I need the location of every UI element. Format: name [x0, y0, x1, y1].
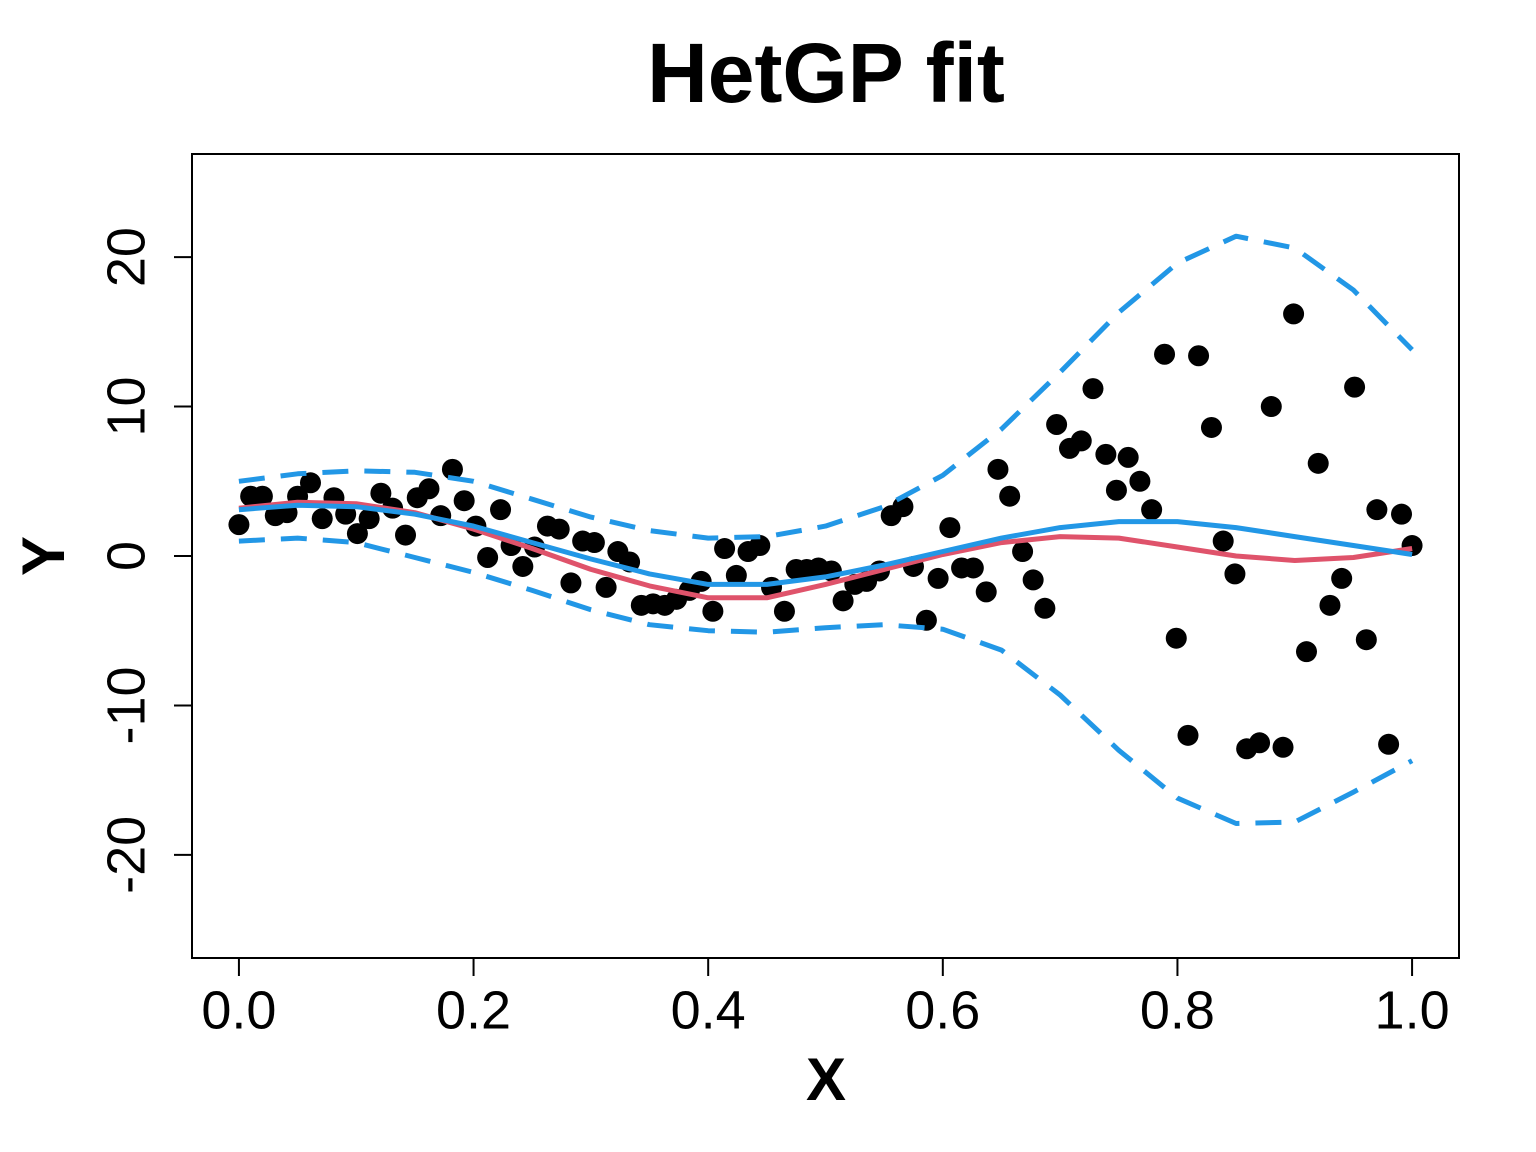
data-point — [395, 524, 417, 546]
data-point — [595, 576, 617, 598]
y-tick-label: -20 — [96, 816, 156, 894]
data-point — [1188, 345, 1210, 367]
data-point — [453, 490, 475, 512]
data-point — [560, 572, 582, 594]
data-point — [1344, 376, 1366, 398]
data-point — [1355, 629, 1377, 651]
y-tick-label: 20 — [96, 227, 156, 287]
data-point — [1331, 567, 1353, 589]
data-point — [1295, 641, 1317, 663]
y-axis-title: Y — [10, 536, 77, 576]
x-tick-label: 0.4 — [671, 980, 746, 1040]
data-point — [832, 590, 854, 612]
data-point — [1283, 303, 1305, 325]
data-point — [1177, 724, 1199, 746]
data-point — [962, 557, 984, 579]
data-point — [1141, 499, 1163, 521]
x-tick-label: 0.6 — [905, 980, 980, 1040]
data-point — [927, 567, 949, 589]
data-point — [346, 523, 368, 545]
y-tick-label: -10 — [96, 666, 156, 744]
data-point — [477, 546, 499, 568]
data-point — [1165, 627, 1187, 649]
data-point — [1272, 736, 1294, 758]
data-point — [1319, 594, 1341, 616]
x-tick-label: 1.0 — [1375, 980, 1450, 1040]
data-point — [441, 458, 463, 480]
data-point — [311, 508, 333, 530]
x-axis-title: X — [806, 1046, 846, 1113]
data-point — [1307, 452, 1329, 474]
data-point — [975, 581, 997, 603]
data-point — [1366, 499, 1388, 521]
data-point — [583, 532, 605, 554]
data-point — [1154, 343, 1176, 365]
data-point — [512, 555, 534, 577]
data-point — [1249, 732, 1271, 754]
data-point — [1212, 530, 1234, 552]
data-point — [370, 482, 392, 504]
data-point — [1378, 733, 1400, 755]
data-point — [418, 478, 440, 500]
dashed-line — [238, 233, 1414, 541]
data-point — [1082, 378, 1104, 400]
data-point — [251, 485, 273, 507]
data-point — [987, 458, 1009, 480]
data-point — [702, 600, 724, 622]
x-tick-label: 0.2 — [436, 980, 511, 1040]
data-point — [1022, 569, 1044, 591]
data-point — [725, 564, 747, 586]
data-point — [1200, 416, 1222, 438]
data-point — [358, 508, 380, 530]
x-tick-label: 0.8 — [1140, 980, 1215, 1040]
data-point — [773, 600, 795, 622]
chart-title: HetGP fit — [647, 26, 1005, 120]
x-tick-label: 0.0 — [201, 980, 276, 1040]
data-point — [1012, 541, 1034, 563]
data-point — [490, 499, 512, 521]
dashed-line — [238, 535, 1414, 826]
data-point — [1117, 446, 1139, 468]
data-point — [1260, 396, 1282, 418]
data-point — [548, 518, 570, 540]
data-point — [1095, 443, 1117, 465]
data-point — [1224, 563, 1246, 585]
data-point — [749, 535, 771, 557]
data-point — [1034, 597, 1056, 619]
y-tick-label: 0 — [96, 541, 156, 571]
data-point — [1046, 413, 1068, 435]
y-tick-label: 10 — [96, 377, 156, 437]
data-point — [1070, 430, 1092, 452]
data-point — [1105, 479, 1127, 501]
data-point — [228, 514, 250, 536]
plot-frame — [191, 153, 1460, 959]
data-point — [1391, 503, 1413, 525]
line — [238, 502, 1413, 587]
data-point — [939, 517, 961, 539]
data-point — [999, 485, 1021, 507]
data-point — [714, 538, 736, 560]
data-point — [1129, 470, 1151, 492]
data-point — [299, 472, 321, 494]
